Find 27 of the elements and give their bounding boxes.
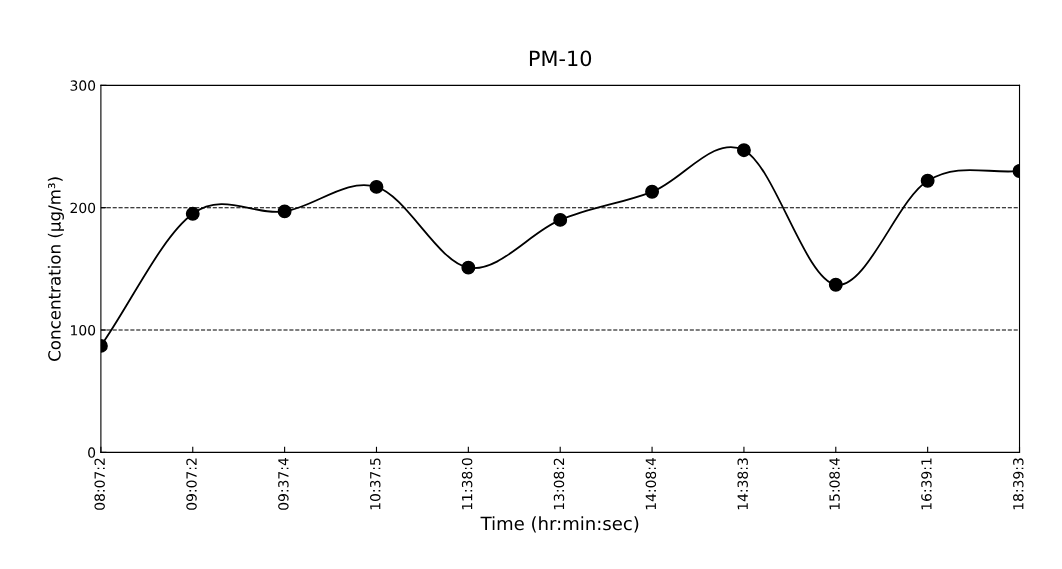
point	[461, 260, 476, 275]
x-tick-label: 18:39:3	[1013, 458, 1024, 510]
y-tick-label: 300	[70, 80, 96, 91]
x-tick-label: 14:08:4	[645, 458, 657, 510]
x-tick-label: 15:08:4	[829, 458, 840, 510]
y-tick-label: 0	[88, 447, 96, 458]
point	[277, 204, 292, 219]
x-tick-label: 13:08:2	[553, 458, 565, 510]
x-tick-label: 08:07:2	[94, 458, 105, 510]
y-tick-label: 200	[70, 202, 96, 214]
point	[736, 143, 751, 158]
point	[828, 277, 843, 292]
x-tick-label: 10:37:5	[370, 458, 381, 510]
x-tick-label: 09:37:4	[278, 458, 289, 510]
point	[185, 206, 200, 221]
point	[553, 212, 568, 227]
chart-title: PM-10	[529, 50, 592, 67]
x-tick-label: 11:38:0	[461, 458, 473, 510]
point	[920, 173, 935, 188]
point	[645, 184, 660, 199]
y-tick-label: 100	[71, 324, 96, 336]
y-axis-title: Concentration (μg/m³)	[47, 177, 64, 361]
point	[369, 179, 384, 194]
x-tick-label: 16:39:1	[921, 458, 932, 510]
x-tick-label: 14:38:3	[737, 458, 748, 510]
x-tick-label: 09:07:2	[186, 458, 197, 510]
x-axis-title: Time (hr:min:sec)	[480, 516, 639, 533]
